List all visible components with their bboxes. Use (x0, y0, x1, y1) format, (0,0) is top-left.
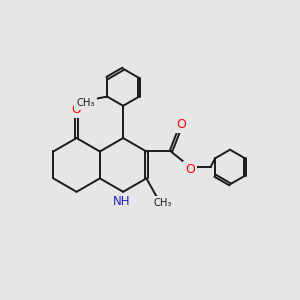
Text: O: O (185, 163, 195, 176)
Text: O: O (176, 118, 186, 130)
Text: CH₃: CH₃ (76, 98, 95, 108)
Text: CH₃: CH₃ (154, 198, 172, 208)
Text: NH: NH (113, 195, 130, 208)
Text: O: O (72, 103, 82, 116)
